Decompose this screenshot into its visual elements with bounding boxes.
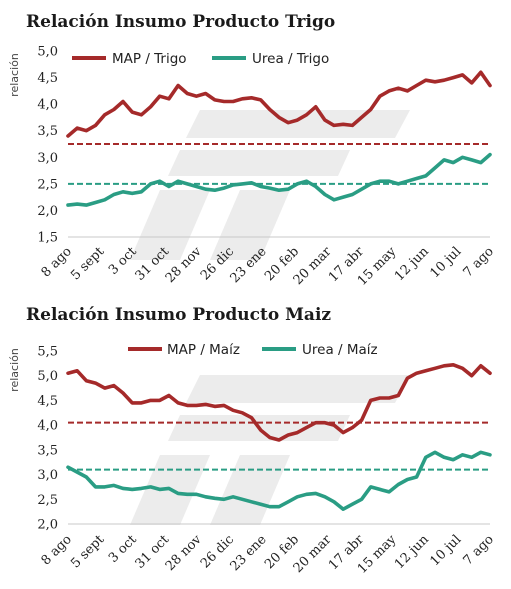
watermark-bar [130, 190, 210, 260]
y-tick-label: 2,0 [37, 204, 58, 219]
chart-title: Relación Insumo Producto Trigo [26, 12, 336, 32]
series-line [66, 363, 492, 442]
trigo-chart-panel: Relación Insumo Producto Trigo relación 5… [8, 12, 497, 289]
x-tick-label: 7 ago [461, 244, 497, 280]
y-axis-label: relación [8, 53, 21, 97]
y-tick-label: 3,5 [37, 124, 58, 139]
y-tick-label: 4,5 [37, 394, 58, 409]
y-tick-label: 3,0 [37, 151, 58, 166]
series-line [66, 70, 492, 138]
legend-label: MAP / Trigo [112, 51, 187, 67]
x-tick-label: 28 nov [163, 532, 205, 574]
chart-title: Relación Insumo Producto Maiz [26, 305, 332, 325]
x-tick-label: 7 ago [461, 532, 497, 568]
y-tick-label: 5,0 [37, 369, 58, 384]
x-tick-label: 12 jun [392, 244, 432, 284]
y-tick-label: 4,5 [37, 71, 58, 86]
y-axis-label: relación [8, 348, 21, 392]
y-tick-label: 1,5 [37, 231, 58, 246]
legend-label: Urea / Maíz [302, 342, 378, 358]
y-tick-label: 3,0 [37, 468, 58, 483]
legend-label: Urea / Trigo [252, 51, 329, 67]
series-line [66, 152, 492, 207]
y-tick-label: 4,0 [37, 98, 58, 113]
maiz-chart-panel: Relación Insumo Producto Maiz relación 5,… [0, 295, 511, 589]
series-line [66, 450, 492, 511]
y-tick-label: 4,0 [37, 419, 58, 434]
watermark-bar [168, 150, 350, 176]
watermark-bar [210, 190, 290, 260]
y-tick-label: 3,5 [37, 443, 58, 458]
legend-label: MAP / Maíz [167, 342, 240, 358]
watermark-logo [130, 110, 410, 260]
x-tick-label: 5 sept [68, 244, 108, 284]
x-tick-label: 10 jul [427, 532, 464, 569]
y-tick-label: 5,5 [37, 345, 58, 360]
x-tick-label: 23 ene [228, 532, 270, 574]
x-tick-label: 12 jun [392, 532, 432, 572]
x-tick-label: 10 jul [427, 244, 464, 281]
x-tick-label: 5 sept [68, 532, 108, 572]
watermark-bar [210, 455, 290, 525]
y-tick-label: 2,5 [37, 177, 58, 192]
watermark-bar [186, 375, 410, 403]
y-tick-label: 2,5 [37, 493, 58, 508]
y-tick-label: 5,0 [37, 45, 58, 60]
y-tick-label: 2,0 [37, 518, 58, 533]
watermark-bar [186, 110, 410, 138]
